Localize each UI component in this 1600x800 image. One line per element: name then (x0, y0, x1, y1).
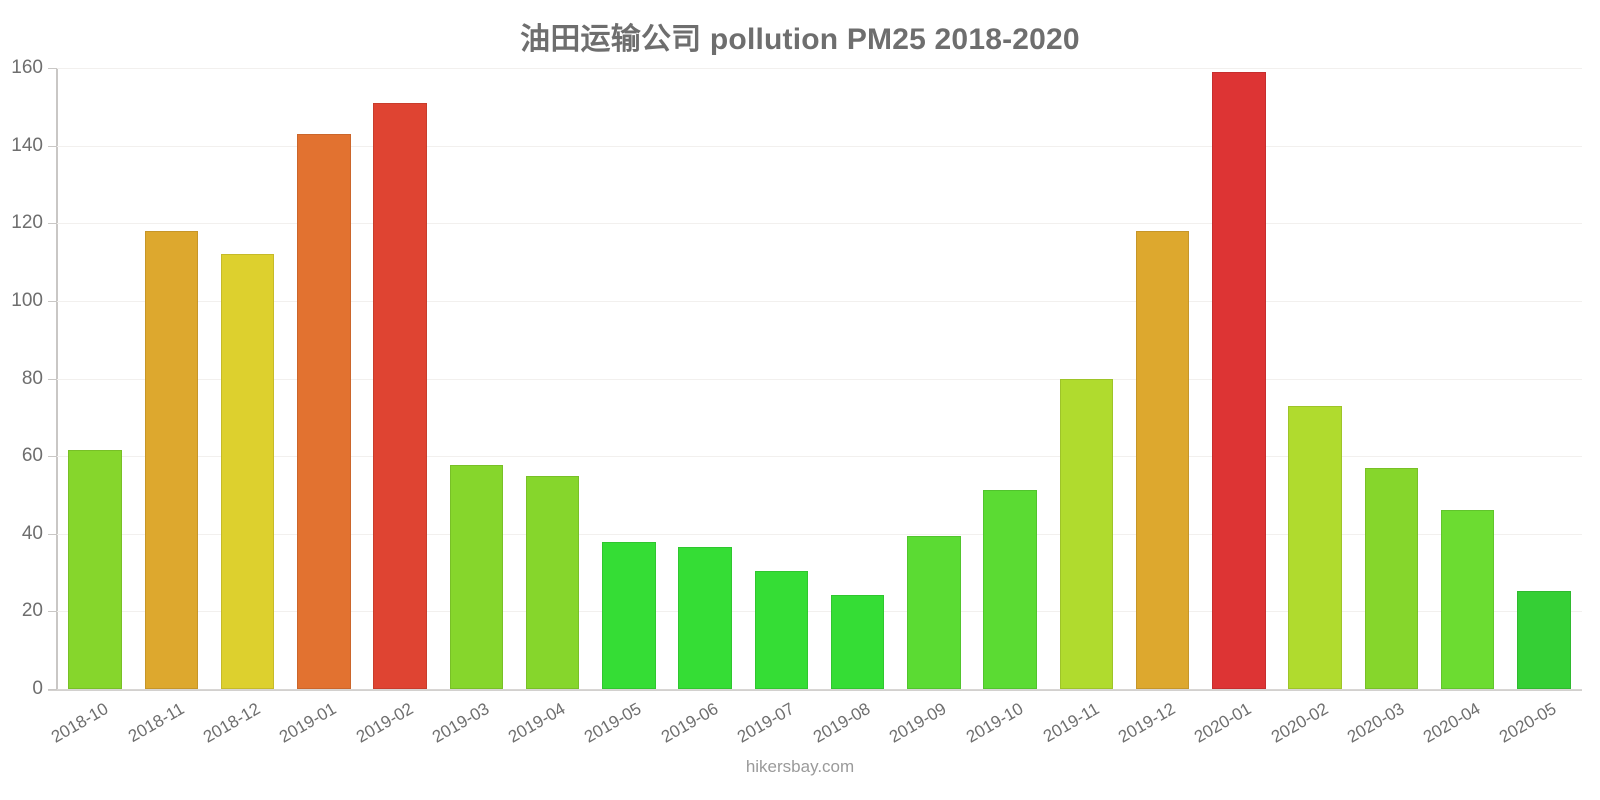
x-tick-label-2019-10: 2019-10 (962, 699, 1027, 747)
gridline-0 (57, 689, 1582, 690)
bar-2020-03[interactable] (1364, 467, 1419, 689)
y-tick-label-20: 20 (21, 600, 43, 622)
x-tick-label-2020-01: 2020-01 (1191, 699, 1255, 747)
footer-credit: hikersbay.com (745, 757, 855, 776)
y-tick-mark-140 (48, 145, 57, 147)
x-tick-label-2019-01: 2019-01 (276, 699, 340, 747)
gridline-160 (57, 68, 1582, 69)
x-tick-label-2019-12: 2019-12 (1114, 699, 1179, 747)
bar-2018-11[interactable] (144, 231, 199, 689)
gridline-80 (57, 378, 1582, 380)
bar-2019-07[interactable] (754, 571, 809, 689)
y-tick-mark-60 (48, 456, 57, 458)
y-tick-label-0: 0 (32, 678, 43, 699)
gridline-140 (57, 145, 1582, 147)
y-tick-label-140: 140 (11, 134, 43, 156)
bar-2019-11[interactable] (1059, 378, 1114, 689)
y-tick-mark-120 (48, 223, 57, 225)
bar-2020-02[interactable] (1288, 405, 1342, 689)
x-tick-label-2018-10: 2018-10 (47, 699, 112, 747)
bar-2019-04[interactable] (525, 475, 580, 689)
bar-series (57, 68, 1582, 689)
y-tick-mark-160 (48, 68, 57, 69)
x-axis-line (48, 689, 1582, 691)
gridline-60 (57, 456, 1582, 458)
y-tick-mark-0 (48, 689, 57, 690)
y-tick-label-160: 160 (11, 57, 43, 78)
x-tick-label-2019-02: 2019-02 (352, 699, 417, 747)
x-tick-label-2019-08: 2019-08 (809, 699, 874, 747)
bar-2019-01[interactable] (297, 133, 351, 689)
x-tick-label-2019-11: 2019-11 (1039, 699, 1103, 747)
bar-2019-03[interactable] (449, 464, 504, 689)
y-tick-mark-20 (48, 611, 57, 613)
bar-2019-06[interactable] (678, 547, 732, 689)
x-tick-label-2018-12: 2018-12 (199, 699, 264, 747)
x-tick-label-2019-06: 2019-06 (657, 699, 722, 747)
bar-2018-12[interactable] (220, 254, 275, 689)
y-tick-label-40: 40 (21, 522, 43, 544)
y-tick-mark-100 (48, 300, 57, 302)
y-tick-mark-40 (48, 533, 57, 535)
bar-2019-10[interactable] (983, 489, 1037, 689)
y-tick-label-60: 60 (21, 445, 43, 467)
bar-2019-08[interactable] (830, 595, 885, 689)
bar-2020-01[interactable] (1212, 71, 1266, 689)
x-tick-label-2020-03: 2020-03 (1343, 699, 1408, 747)
x-tick-label-2019-03: 2019-03 (428, 699, 493, 747)
y-tick-mark-80 (48, 378, 57, 380)
bar-2020-04[interactable] (1440, 510, 1495, 689)
bar-2019-02[interactable] (373, 102, 427, 689)
bar-2019-09[interactable] (907, 536, 961, 689)
x-tick-label-2019-07: 2019-07 (733, 699, 798, 747)
gridline-20 (57, 611, 1582, 613)
gridline-120 (57, 223, 1582, 225)
x-tick-label-2020-04: 2020-04 (1419, 699, 1484, 747)
gridline-100 (57, 300, 1582, 302)
plot-area (48, 68, 1582, 691)
x-tick-label-2020-05: 2020-05 (1496, 699, 1560, 747)
bar-2020-05[interactable] (1517, 590, 1571, 689)
x-tick-label-2019-09: 2019-09 (886, 699, 950, 747)
x-tick-label-2018-11: 2018-11 (124, 699, 188, 747)
y-tick-label-100: 100 (11, 289, 43, 311)
x-tick-label-2019-04: 2019-04 (504, 699, 569, 747)
y-tick-label-120: 120 (11, 212, 43, 234)
bar-2019-05[interactable] (602, 541, 656, 689)
x-tick-label-2019-05: 2019-05 (581, 699, 645, 747)
chart-title: 油田运输公司 pollution PM25 2018-2020 (520, 23, 1080, 56)
bar-2019-12[interactable] (1135, 231, 1190, 689)
x-tick-label-2020-02: 2020-02 (1267, 699, 1332, 747)
bar-2018-10[interactable] (68, 450, 122, 689)
y-tick-label-80: 80 (21, 367, 43, 389)
gridline-40 (57, 533, 1582, 535)
